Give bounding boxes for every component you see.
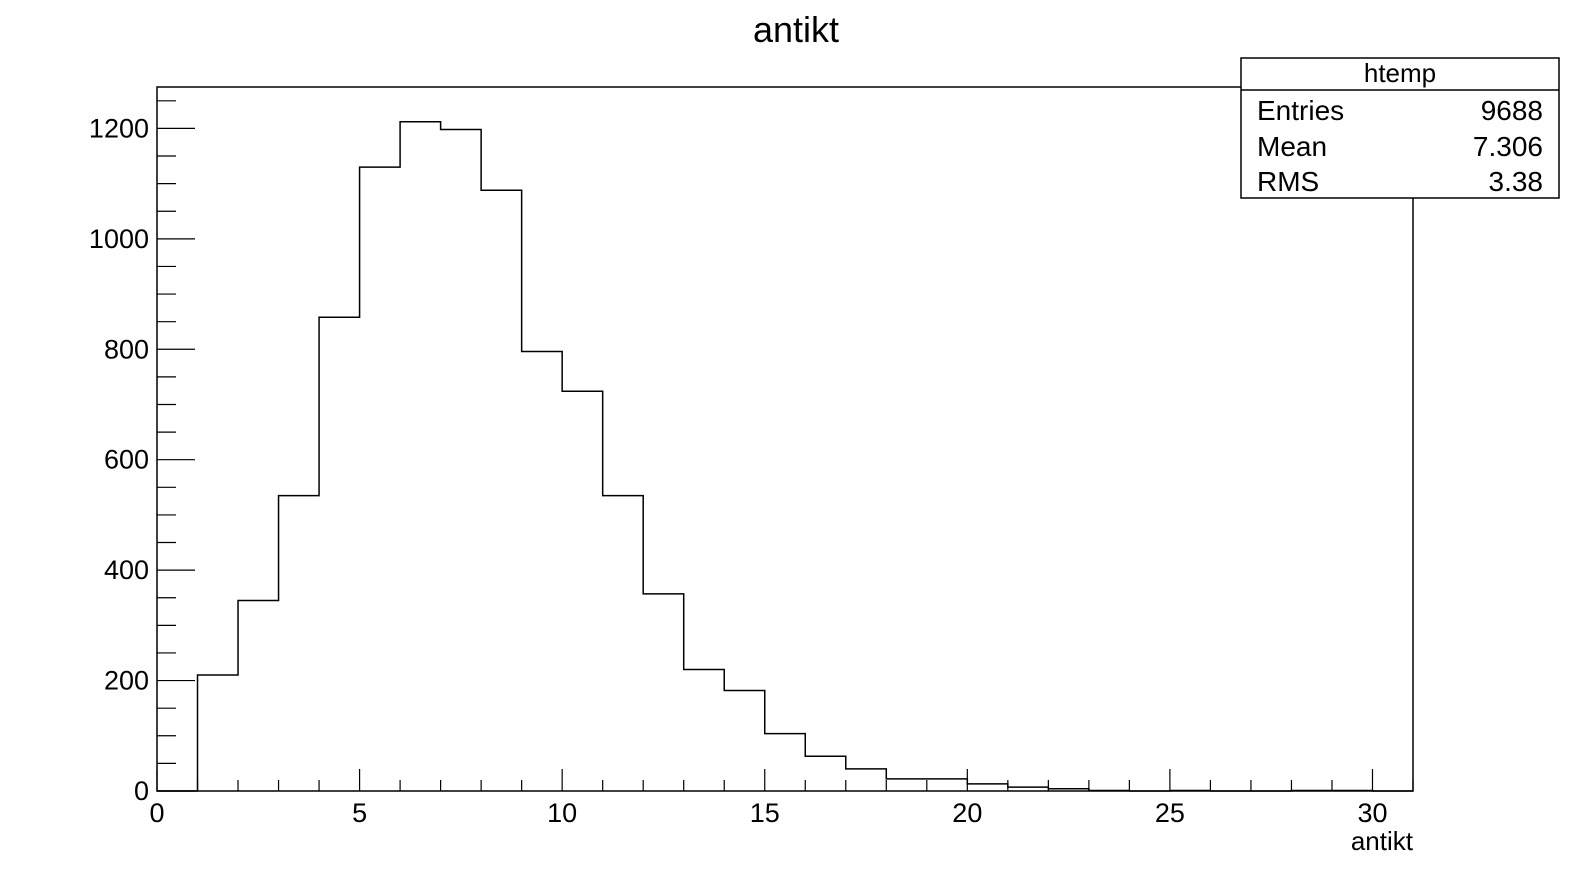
x-tick-label: 15 bbox=[750, 798, 780, 828]
y-tick-label: 200 bbox=[104, 666, 149, 696]
histogram-bin bbox=[927, 779, 968, 791]
stats-box-frame bbox=[1240, 57, 1560, 199]
histogram-bin bbox=[238, 601, 279, 791]
histogram-bin bbox=[562, 391, 603, 791]
stats-rms-label: RMS bbox=[1257, 166, 1319, 197]
histogram-bin bbox=[603, 496, 644, 791]
histogram-bin bbox=[481, 190, 522, 791]
histogram-bin bbox=[319, 317, 360, 791]
y-tick-label: 400 bbox=[104, 555, 149, 585]
y-tick-label: 1000 bbox=[89, 224, 149, 254]
x-tick-label: 0 bbox=[149, 798, 164, 828]
x-tick-label: 5 bbox=[352, 798, 367, 828]
histogram-bin bbox=[279, 496, 320, 791]
histogram-bin bbox=[400, 122, 441, 791]
y-tick-label: 1200 bbox=[89, 113, 149, 143]
y-tick-label: 600 bbox=[104, 445, 149, 475]
histogram-bin bbox=[724, 691, 765, 791]
x-axis: 0 5 10 15 20 25 30 bbox=[149, 769, 1414, 828]
histogram-bin bbox=[522, 351, 563, 791]
histogram-bin bbox=[360, 167, 401, 791]
stats-mean-value: 7.306 bbox=[1473, 131, 1543, 162]
stats-mean-label: Mean bbox=[1257, 131, 1327, 162]
x-tick-label: 30 bbox=[1357, 798, 1387, 828]
x-tick-label: 10 bbox=[547, 798, 577, 828]
y-tick-label: 800 bbox=[104, 334, 149, 364]
histogram-bin bbox=[967, 784, 1008, 791]
stats-entries-label: Entries bbox=[1257, 95, 1344, 126]
x-tick-label: 25 bbox=[1155, 798, 1185, 828]
stats-box: htemp Entries 9688 Mean 7.306 RMS 3.38 bbox=[1240, 57, 1560, 199]
stats-entries-value: 9688 bbox=[1481, 95, 1543, 126]
histogram-bin bbox=[846, 769, 887, 791]
stats-rms-value: 3.38 bbox=[1489, 166, 1544, 197]
histogram-bin bbox=[886, 779, 927, 791]
histogram-bin bbox=[684, 670, 725, 791]
histogram-bin bbox=[805, 756, 846, 791]
plot-frame bbox=[156, 86, 1414, 792]
histogram-bin bbox=[441, 130, 482, 791]
stats-box-title: htemp bbox=[1364, 58, 1436, 88]
histogram-outline bbox=[157, 121, 1413, 792]
histogram-bin bbox=[198, 675, 239, 791]
histogram-bin bbox=[643, 594, 684, 791]
histogram-bars bbox=[198, 122, 1373, 791]
x-axis-label: antikt bbox=[1351, 826, 1414, 856]
x-tick-label: 20 bbox=[952, 798, 982, 828]
chart-title: antikt bbox=[753, 9, 839, 50]
histogram-bin bbox=[765, 734, 806, 791]
y-axis: 0 200 400 600 800 1000 1200 bbox=[89, 100, 195, 806]
y-tick-label: 0 bbox=[134, 776, 149, 806]
